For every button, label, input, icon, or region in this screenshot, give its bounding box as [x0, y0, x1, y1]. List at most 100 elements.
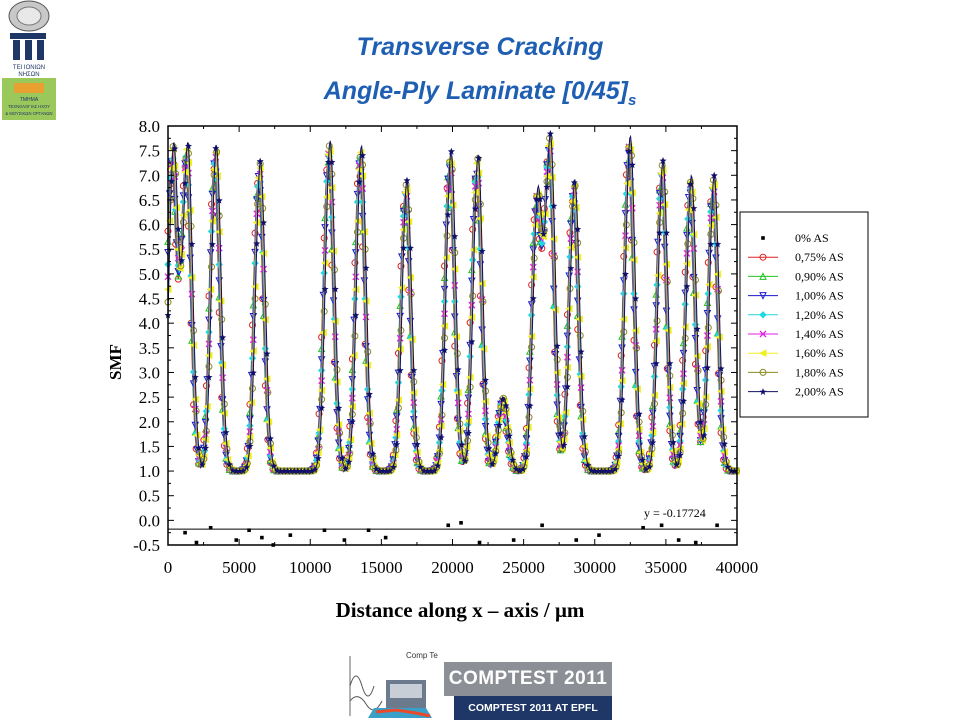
data-point — [645, 462, 653, 470]
data-point — [307, 467, 315, 475]
legend-label: 1,40% AS — [795, 327, 844, 341]
data-point — [703, 363, 711, 371]
y-tick-label: 1.5 — [139, 437, 160, 456]
data-point-0-as — [477, 540, 482, 545]
series-line — [167, 133, 737, 472]
data-point — [229, 466, 237, 474]
y-tick-label: 5.0 — [139, 265, 160, 284]
data-point — [492, 449, 500, 457]
y-tick-label: 6.5 — [139, 191, 160, 210]
data-point-0-as — [676, 538, 681, 542]
data-point — [239, 467, 247, 475]
legend-marker — [759, 253, 767, 261]
data-point-0-as — [260, 535, 264, 540]
data-point — [642, 465, 650, 473]
data-point — [386, 467, 394, 475]
x-tick-label: 30000 — [574, 558, 617, 577]
data-point — [331, 285, 339, 293]
data-point-0-as — [574, 538, 579, 542]
data-point-0-as — [342, 538, 347, 542]
data-point — [167, 177, 175, 185]
data-point — [690, 204, 698, 212]
data-point — [724, 463, 732, 471]
data-point — [417, 463, 425, 471]
data-point — [529, 294, 537, 302]
data-point — [413, 440, 421, 448]
data-point — [567, 264, 575, 272]
data-point — [621, 270, 629, 278]
data-point — [427, 467, 435, 475]
data-point — [348, 417, 356, 425]
data-point-0-as — [597, 533, 601, 537]
data-point — [195, 444, 203, 452]
data-point — [540, 230, 548, 238]
data-point — [454, 365, 462, 373]
data-point — [680, 397, 688, 405]
data-point — [441, 346, 449, 354]
legend-entry: 0% AS — [761, 231, 829, 245]
data-point — [594, 467, 602, 475]
y-tick-label: 7.5 — [139, 142, 160, 161]
annotation-text: y = -0.17724 — [644, 506, 706, 520]
data-point — [584, 461, 592, 469]
data-point — [423, 467, 431, 475]
data-point — [283, 467, 291, 475]
legend-entry: 1,20% AS — [748, 308, 844, 322]
legend-marker — [761, 236, 765, 240]
x-tick-label: 35000 — [645, 558, 688, 577]
data-point-0-as — [194, 540, 199, 545]
data-point — [618, 396, 626, 404]
data-point — [499, 395, 507, 403]
comptest-banner: COMPTEST 2011 COMPTEST 2011 AT EPFL — [444, 662, 612, 720]
data-point — [512, 465, 520, 473]
data-point-0-as — [459, 521, 463, 525]
data-point — [178, 256, 186, 264]
data-point — [553, 342, 561, 350]
data-point — [615, 452, 623, 460]
data-point — [345, 458, 353, 466]
x-tick-label: 5000 — [222, 558, 256, 577]
x-tick-label: 40000 — [716, 558, 759, 577]
legend-label: 0,75% AS — [795, 250, 844, 264]
data-point — [382, 467, 390, 475]
slide-subtitle-text: Angle-Ply Laminate [0/45] — [323, 77, 628, 105]
data-point — [174, 225, 182, 233]
data-point — [372, 465, 380, 473]
data-point — [212, 144, 220, 152]
legend-label: 0% AS — [795, 231, 829, 245]
data-point — [236, 467, 244, 475]
data-point-0-as — [715, 523, 719, 528]
data-point — [400, 244, 408, 252]
legend-entry: 2,00% AS — [748, 385, 844, 399]
x-tick-label: 10000 — [289, 558, 332, 577]
data-point — [522, 452, 530, 460]
data-point — [720, 440, 728, 448]
data-point — [625, 147, 633, 155]
data-point — [488, 460, 496, 468]
legend-entry: 1,40% AS — [748, 327, 844, 341]
data-point — [249, 369, 257, 377]
y-tick-label: 6.0 — [139, 216, 160, 235]
data-point — [359, 151, 367, 159]
data-point — [342, 464, 350, 472]
y-tick-label: 0.5 — [139, 487, 160, 506]
logo-text-3: ΤΜΗΜΑ — [20, 97, 39, 103]
data-point — [662, 229, 670, 237]
data-point — [533, 195, 541, 203]
university-logo: ΤΕΙ ΙΟΝΙΩΝ ΝΗΣΩΝ ΤΜΗΜΑ ΤΕΧΝΟΛΟΓΙΑΣ ΗΧΟΥ … — [0, 0, 58, 122]
data-point — [635, 410, 643, 418]
data-point — [543, 183, 551, 191]
data-point — [215, 196, 223, 204]
data-point — [314, 454, 322, 462]
data-point — [222, 428, 230, 436]
data-point — [598, 467, 606, 475]
legend-label: 1,60% AS — [795, 346, 844, 360]
data-point — [208, 240, 216, 248]
slide-title: Transverse Cracking — [0, 32, 960, 62]
data-point — [174, 271, 183, 280]
logo-text-2: ΝΗΣΩΝ — [18, 72, 39, 78]
data-point — [430, 467, 438, 475]
data-point — [700, 431, 708, 439]
y-tick-label: 5.5 — [139, 240, 160, 259]
y-tick-label: 4.5 — [139, 290, 160, 309]
